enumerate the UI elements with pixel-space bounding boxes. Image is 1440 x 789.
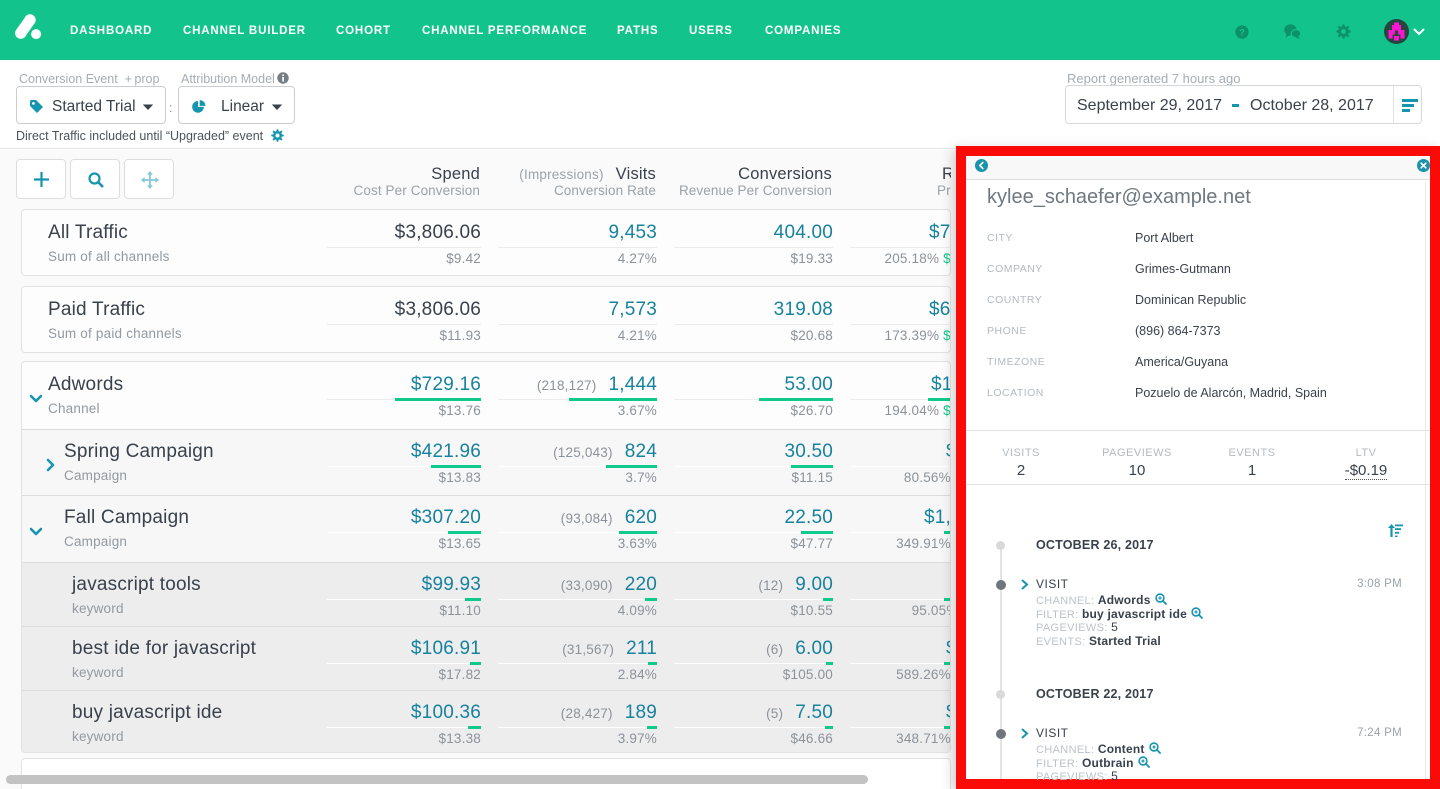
svg-text:?: ? [1239, 28, 1245, 39]
